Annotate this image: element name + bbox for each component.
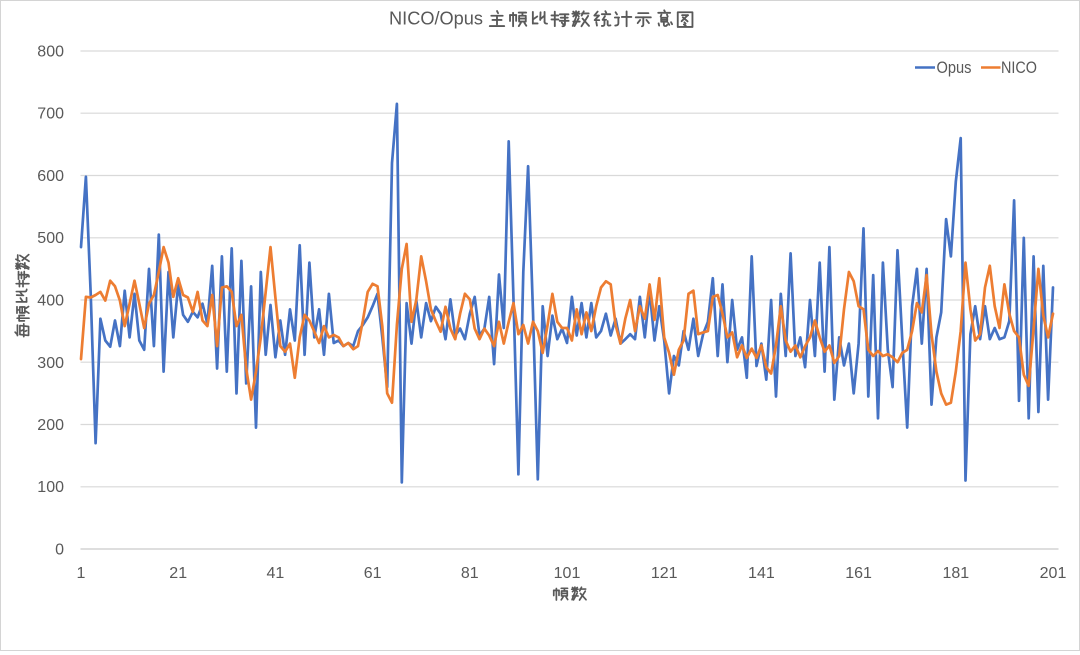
svg-text:181: 181 bbox=[942, 565, 969, 582]
svg-text:81: 81 bbox=[461, 565, 479, 582]
svg-text:21: 21 bbox=[169, 565, 187, 582]
svg-text:161: 161 bbox=[845, 565, 872, 582]
svg-text:41: 41 bbox=[267, 565, 285, 582]
svg-text:NICO/Opus: NICO/Opus bbox=[389, 8, 483, 29]
svg-text:500: 500 bbox=[37, 230, 64, 247]
svg-text:0: 0 bbox=[55, 542, 64, 559]
svg-text:201: 201 bbox=[1040, 565, 1067, 582]
svg-text:1: 1 bbox=[77, 565, 86, 582]
svg-text:800: 800 bbox=[37, 44, 64, 61]
svg-text:Opus: Opus bbox=[937, 58, 972, 77]
svg-text:400: 400 bbox=[37, 293, 64, 310]
svg-text:700: 700 bbox=[37, 106, 64, 123]
svg-text:600: 600 bbox=[37, 168, 64, 185]
svg-text:100: 100 bbox=[37, 479, 64, 496]
svg-text:141: 141 bbox=[748, 565, 775, 582]
svg-text:200: 200 bbox=[37, 417, 64, 434]
svg-text:121: 121 bbox=[651, 565, 678, 582]
svg-text:101: 101 bbox=[554, 565, 581, 582]
svg-text:300: 300 bbox=[37, 355, 64, 372]
svg-text:61: 61 bbox=[364, 565, 382, 582]
svg-text:NICO: NICO bbox=[1001, 58, 1037, 77]
